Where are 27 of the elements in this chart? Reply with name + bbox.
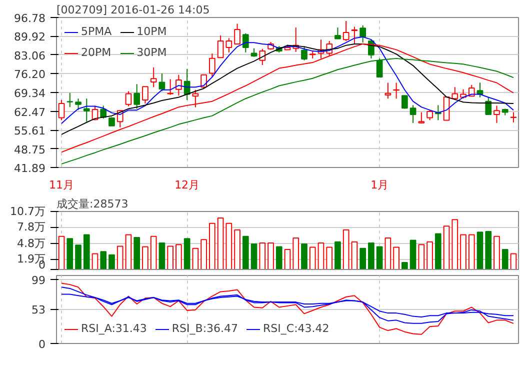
- y-tick-label: 7.8万: [17, 220, 46, 234]
- chart-title: 成交量:28573: [56, 198, 128, 210]
- chart-title: [002709] 2016-01-26 14:05: [56, 4, 210, 16]
- y-tick-label: 53: [32, 304, 46, 317]
- y-tick-label: 4.8万: [17, 236, 46, 250]
- y-tick-label: 69.34: [14, 86, 46, 100]
- legend-label: RSI_A:31.43: [81, 322, 147, 335]
- x-tick-label: 11月: [49, 178, 74, 192]
- y-tick-label: 41.89: [14, 162, 46, 175]
- legend-label: RSI_B:36.47: [172, 322, 238, 335]
- y-tick-label: 0: [38, 338, 46, 351]
- y-tick-label: 96.78: [14, 12, 46, 25]
- legend-label: RSI_C:43.42: [263, 322, 330, 335]
- legend-label: 20PM: [81, 46, 112, 59]
- y-tick-label: 89.92: [14, 30, 46, 44]
- legend-label: 5PMA: [81, 25, 112, 38]
- y-tick-label: 62.47: [14, 106, 46, 119]
- x-tick-label: 12月: [174, 178, 200, 192]
- y-tick-label: 83.06: [14, 49, 46, 62]
- x-tick-label: 1月: [370, 178, 389, 192]
- y-tick-label: 99: [32, 274, 46, 287]
- legend-label: 30PM: [136, 46, 167, 59]
- legend-label: 10PM: [136, 25, 167, 38]
- y-tick-label: 10.7万: [10, 205, 46, 218]
- y-tick-label: 48.75: [14, 143, 46, 156]
- y-tick-label: 55.61: [14, 124, 46, 138]
- y-tick-label: 76.20: [14, 68, 46, 82]
